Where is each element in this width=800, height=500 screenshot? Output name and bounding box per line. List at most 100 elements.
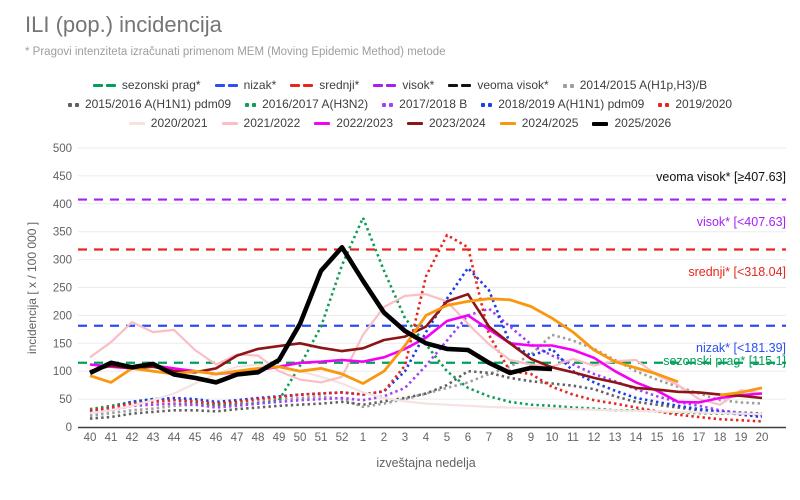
x-tick-label: 4 [423,432,430,444]
x-tick-label: 16 [672,432,685,444]
legend-item[interactable]: 2014/2015 A(H1p,H3)/B [562,77,708,94]
x-tick-label: 5 [444,432,450,444]
legend-marker-dots-icon [245,102,257,107]
legend-label: 2017/2018 B [399,97,468,111]
x-tick-label: 9 [528,432,534,444]
y-tick-label: 150 [53,338,72,350]
legend-label: 2022/2023 [336,116,393,130]
legend-label: 2020/2021 [150,116,208,130]
x-tick-label: 3 [402,432,408,444]
y-tick-label: 50 [59,394,72,406]
series-line-2018-2019-A-H1N1-pdm09 [89,266,763,419]
threshold-label-srednji-: srednji* [<318.04] [688,265,786,279]
series-line-2025-2026 [89,245,553,385]
y-tick-label: 450 [53,171,72,183]
y-tick-label: 500 [53,143,72,155]
series-line-2017-2018-B [89,307,763,418]
x-tick-label: 18 [714,432,727,444]
y-tick-label: 300 [53,255,72,267]
legend-marker-dash-icon [214,84,238,87]
x-tick-label: 11 [567,432,579,444]
legend-label: 2014/2015 A(H1p,H3)/B [579,78,708,92]
legend-item[interactable]: 2020/2021 [128,115,208,132]
x-tick-label: 12 [588,432,601,444]
legend-marker-line-icon [592,121,609,126]
legend-row-2: 2015/2016 A(H1N1) pdm09 2016/2017 A(H3N2)… [61,96,739,113]
legend-marker-dash-icon [92,84,116,87]
y-tick-label: 100 [53,366,72,378]
legend-marker-dots-icon [382,102,394,107]
legend-marker-dash-icon [373,84,397,87]
x-tick-label: 19 [735,432,748,444]
threshold-label-sezonski-prag-: sezonski prag* [115.1] [663,354,786,368]
legend-item[interactable]: 2023/2024 [407,115,486,132]
y-tick-label: 200 [53,310,72,322]
x-tick-label: 51 [315,432,328,444]
page-title: ILI (pop.) incidencija [25,12,222,37]
legend-label: nizak* [243,78,277,92]
legend-item[interactable]: nizak* [214,77,277,94]
x-tick-label: 49 [273,432,286,444]
x-tick-label: 47 [231,432,244,444]
legend-label: 2016/2017 A(H3N2) [262,97,369,111]
legend-item[interactable]: veoma visok* [448,77,549,94]
x-tick-label: 45 [189,432,202,444]
legend-label: 2015/2016 A(H1N1) pdm09 [84,97,232,111]
legend-label: 2023/2024 [429,116,486,130]
legend-label: visok* [402,78,435,92]
legend-label: 2018/2019 A(H1N1) pdm09 [498,97,645,111]
legend-item[interactable]: 2021/2022 [221,115,301,132]
x-tick-label: 1 [360,432,366,444]
legend-label: 2025/2026 [614,116,672,130]
x-tick-label: 42 [126,432,139,444]
y-axis-title: incidencija [ x / 100 000 ] [25,222,39,354]
x-tick-label: 44 [168,432,181,444]
x-tick-label: 52 [336,432,349,444]
legend-item[interactable]: 2015/2016 A(H1N1) pdm09 [67,96,232,113]
x-tick-label: 6 [465,432,471,444]
threshold-label-visok-: visok* [<407.63] [697,215,786,229]
x-axis-title: izveštajna nedelja [376,456,475,470]
legend-item[interactable]: 2022/2023 [314,115,393,132]
legend-marker-line-icon [499,122,516,125]
legend-label: veoma visok* [477,78,549,92]
threshold-label-veoma-visok-: veoma visok* [≥407.63] [656,170,786,184]
legend-item[interactable]: sezonski prag* [92,77,201,94]
x-tick-label: 8 [507,432,513,444]
legend-marker-dots-icon [562,83,574,88]
legend-item[interactable]: 2018/2019 A(H1N1) pdm09 [481,96,644,113]
x-tick-label: 14 [630,432,643,444]
x-tick-label: 2 [381,432,387,444]
legend-marker-dots-icon [67,102,79,107]
legend-item[interactable]: 2017/2018 B [382,96,467,113]
x-tick-label: 41 [105,432,118,444]
chart-legend: sezonski prag* nizak* srednji* visok* veoma … [0,77,800,132]
legend-item[interactable]: visok* [373,77,434,94]
x-tick-label: 17 [693,432,706,444]
x-tick-label: 20 [756,432,769,444]
legend-item[interactable]: 2016/2017 A(H3N2) [245,96,368,113]
legend-label: 2024/2025 [521,116,579,130]
legend-label: 2019/2020 [675,97,733,111]
series-line-2019-2020 [89,233,763,423]
legend-row-1: sezonski prag* nizak* srednji* visok* veoma … [86,77,714,94]
y-tick-label: 0 [66,422,72,434]
legend-item[interactable]: 2019/2020 [658,96,732,113]
legend-row-3: 2020/2021 2021/2022 2022/2023 2023/2024 2024… [122,115,678,132]
series-line-2021-2022 [89,293,763,406]
legend-item[interactable]: 2024/2025 [499,115,579,132]
x-tick-label: 43 [147,432,160,444]
legend-marker-dash-icon [290,84,314,87]
legend-marker-line-icon [314,122,331,125]
page-subtitle: * Pragovi intenziteta izračunati primeno… [25,46,446,58]
series-line-2024-2025 [89,297,763,397]
legend-marker-dash-icon [448,84,472,87]
x-tick-label: 50 [294,432,307,444]
x-tick-label: 13 [609,432,622,444]
legend-item[interactable]: srednji* [290,77,359,94]
y-tick-label: 250 [53,283,72,295]
legend-item[interactable]: 2025/2026 [592,115,671,132]
legend-label: 2021/2022 [243,116,301,130]
y-tick-label: 400 [53,199,72,211]
